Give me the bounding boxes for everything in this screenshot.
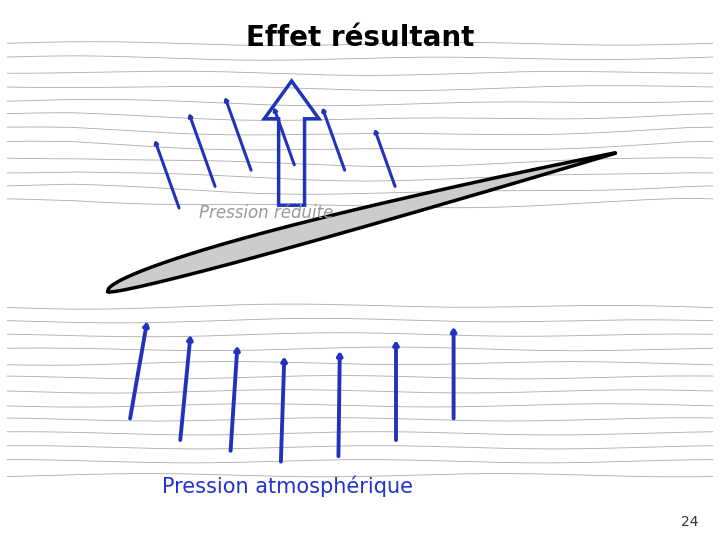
Text: Pression réduite: Pression réduite [199,204,333,222]
Text: 24: 24 [681,515,698,529]
Text: Pression atmosphérique: Pression atmosphérique [163,475,413,497]
Polygon shape [108,153,616,292]
Text: Effet résultant: Effet résultant [246,24,474,52]
